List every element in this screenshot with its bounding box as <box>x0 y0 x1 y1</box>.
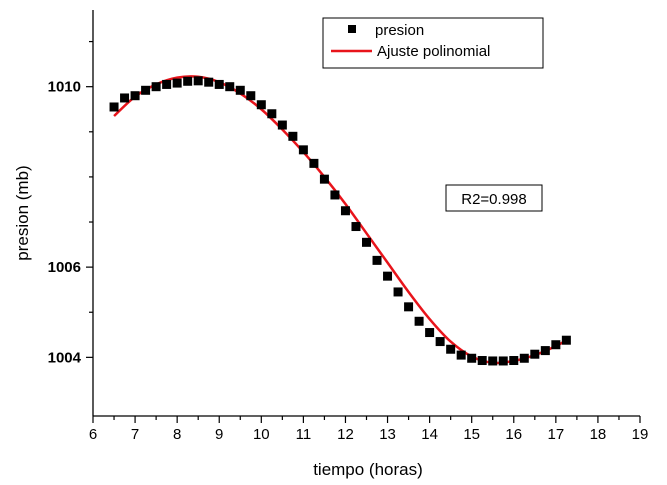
data-point <box>530 349 540 359</box>
data-point <box>277 120 287 130</box>
x-tick-label: 19 <box>632 426 649 443</box>
data-point <box>393 287 403 297</box>
data-point <box>235 85 245 95</box>
x-tick-label: 15 <box>463 426 480 443</box>
fit-line-group <box>113 75 567 365</box>
legend: presion Ajuste polinomial <box>322 17 544 69</box>
data-point <box>298 145 308 155</box>
data-point <box>561 335 571 345</box>
y-tick-label: 1010 <box>48 79 81 96</box>
fit-line <box>113 75 567 365</box>
data-point <box>519 353 529 363</box>
data-point <box>540 346 550 356</box>
axes <box>92 10 640 417</box>
data-point <box>467 353 477 363</box>
data-point <box>130 91 140 101</box>
data-point <box>551 340 561 350</box>
x-tick-label: 7 <box>131 426 139 443</box>
data-point <box>362 237 371 247</box>
legend-marker-presion <box>348 25 356 33</box>
data-point <box>498 356 508 366</box>
data-point <box>425 328 435 338</box>
data-point <box>183 76 193 86</box>
data-point <box>372 255 382 265</box>
y-tick-label: 1006 <box>48 259 81 276</box>
x-tick-label: 11 <box>296 426 312 443</box>
x-tick-label: 6 <box>89 426 97 443</box>
data-point <box>309 158 319 168</box>
data-point <box>120 93 130 103</box>
data-point <box>404 302 414 312</box>
x-tick-label: 9 <box>215 426 223 443</box>
data-point <box>288 131 298 141</box>
data-point <box>141 85 151 95</box>
data-point <box>214 79 224 89</box>
data-point <box>435 337 445 347</box>
data-point <box>151 82 161 92</box>
y-tick-label: 1004 <box>48 349 82 366</box>
data-point <box>340 206 350 216</box>
r2-text: R2=0.998 <box>461 191 526 208</box>
x-tick-label: 16 <box>505 426 522 443</box>
data-point <box>172 78 182 88</box>
y-axis-title: presion (mb) <box>13 165 32 260</box>
legend-label-presion: presion <box>375 22 424 39</box>
data-point <box>446 344 456 354</box>
legend-label-ajuste: Ajuste polinomial <box>377 43 490 60</box>
data-point <box>193 76 203 86</box>
x-tick-label: 14 <box>421 426 438 443</box>
data-point <box>488 356 498 366</box>
data-point <box>225 82 235 92</box>
data-point <box>109 102 119 112</box>
x-tick-label: 8 <box>173 426 181 443</box>
data-point <box>246 91 256 101</box>
r2-annotation: R2=0.998 <box>445 184 543 212</box>
data-point <box>351 222 361 232</box>
data-point <box>256 100 266 110</box>
x-tick-label: 18 <box>590 426 607 443</box>
data-point <box>204 77 214 87</box>
data-point <box>383 271 393 281</box>
data-point <box>162 79 172 89</box>
y-ticks: 1004 1006 1010 <box>48 40 93 366</box>
data-point <box>414 316 424 326</box>
x-axis-title: tiempo (horas) <box>313 460 423 479</box>
data-point <box>509 356 519 366</box>
x-tick-label: 10 <box>253 426 270 443</box>
x-tick-label: 13 <box>379 426 396 443</box>
data-point <box>456 350 466 360</box>
x-ticks: 6 7 8 9 10 11 12 13 14 15 16 17 18 19 <box>89 416 649 443</box>
r2-box <box>445 184 543 212</box>
x-tick-label: 17 <box>548 426 565 443</box>
data-point <box>477 356 487 366</box>
data-point <box>330 190 340 200</box>
legend-box <box>322 17 544 69</box>
data-markers <box>109 76 571 366</box>
x-tick-label: 12 <box>337 426 354 443</box>
data-point <box>319 174 329 184</box>
data-point <box>267 109 277 119</box>
